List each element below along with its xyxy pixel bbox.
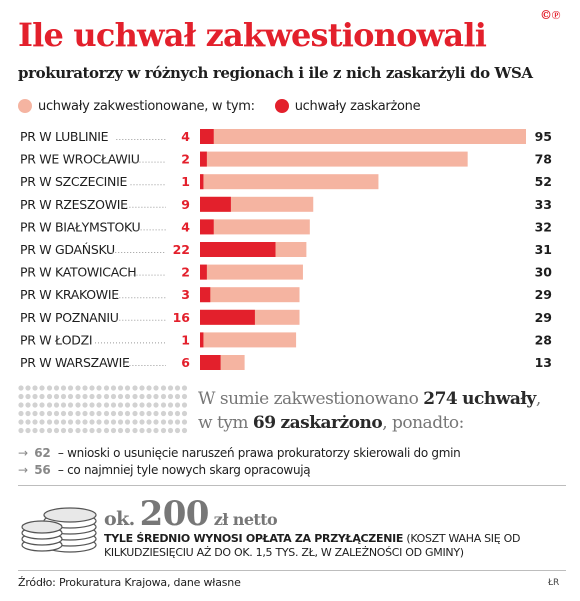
contested-value-label: 32 (535, 219, 552, 234)
appealed-value-label: 2 (181, 152, 190, 167)
contested-bar (200, 129, 526, 144)
contested-value-label: 29 (535, 310, 552, 325)
contested-value-label: 30 (535, 265, 553, 280)
appealed-value-label: 6 (181, 355, 190, 370)
fee-amount: ok. 200 zł netto (104, 494, 278, 534)
appealed-bar (200, 219, 214, 235)
category-label: PR W RZESZOWIE (20, 197, 128, 212)
category-label: PR W KATOWICACH (20, 265, 136, 280)
contested-value-label: 31 (535, 242, 552, 257)
category-label: PR W BIAŁYMSTOKU (20, 219, 141, 234)
appealed-bar (200, 332, 204, 348)
fact-number: 56 (34, 463, 51, 477)
legend-contested-swatch (18, 99, 32, 113)
category-label: PR W KRAKOWIE (20, 287, 119, 302)
coins-icon (21, 507, 97, 553)
contested-value-label: 28 (535, 332, 552, 347)
appealed-value-label: 9 (181, 197, 190, 212)
appealed-bar (200, 287, 211, 303)
summary-line1-prefix: W sumie zakwestionowano (198, 389, 419, 409)
divider (18, 485, 566, 486)
summary-contested-count: 274 (423, 389, 458, 409)
appealed-value-label: 22 (173, 242, 190, 257)
legend-appealed-swatch (274, 99, 289, 113)
category-label: PR W SZCZECINIE (20, 174, 127, 189)
contested-value-label: 52 (535, 174, 552, 189)
legend: uchwały zakwestionowane, w tym: uchwały … (18, 96, 421, 116)
contested-value-label: 78 (535, 152, 552, 167)
legend-appealed-label: uchwały zaskarżone (294, 98, 421, 114)
summary-appealed-word: zaskarżono (280, 413, 383, 433)
appealed-bar (200, 174, 204, 190)
category-label: PR W GDAŃSKU (20, 242, 115, 257)
contested-bar (200, 219, 310, 235)
summary-text: W sumie zakwestionowano 274 uchwały, w t… (198, 387, 570, 435)
category-label: PR W POZNANIU (20, 310, 119, 325)
appealed-value-label: 4 (181, 219, 190, 234)
category-label: PR W LUBLINIE (20, 129, 109, 144)
arrow-right-icon: → (18, 463, 28, 477)
appealed-value-label: 2 (181, 265, 190, 280)
fee-unit: zł netto (213, 510, 278, 529)
fee-rest-text: (KOSZT WAHA SIĘ OD KILKUDZIESIĘCIU AŻ DO… (104, 532, 521, 559)
category-label: PR W ŁODZI (20, 332, 92, 347)
bar-chart: PR W LUBLINIE 4 95 PR WE WROCŁAWIU 2 78 PR W S… (20, 129, 553, 370)
summary-line2-prefix: w tym (198, 413, 249, 433)
dots-decoration-icon (18, 385, 188, 434)
contested-value-label: 33 (535, 197, 552, 212)
copyright-mark: ©℗ (540, 8, 560, 22)
appealed-bar (200, 151, 207, 167)
contested-value-label: 95 (535, 129, 552, 144)
fact-number: 62 (34, 446, 51, 460)
arrow-right-icon: → (18, 446, 28, 460)
chart-title: Ile uchwał zakwestionowali (18, 16, 487, 54)
fact-text: – co najmniej tyle nowych skarg opracowu… (57, 463, 311, 477)
source-note: Źródło: Prokuratura Krajowa, dane własne (18, 576, 241, 589)
fact-item: → 56 – co najmniej tyle nowych skarg opr… (18, 463, 311, 477)
divider (18, 570, 566, 571)
appealed-value-label: 16 (173, 310, 191, 325)
appealed-value-label: 1 (181, 174, 190, 189)
appealed-bar (200, 242, 276, 257)
summary-line-1: W sumie zakwestionowano 274 uchwały, (198, 389, 541, 409)
fact-text: – wnioski o usunięcie naruszeń prawa pro… (57, 446, 461, 460)
contested-bar (200, 174, 379, 190)
appealed-value-label: 1 (181, 332, 190, 347)
summary-appealed-count: 69 (252, 413, 276, 433)
summary-line2-suffix: , ponadto: (382, 413, 464, 433)
category-label: PR W WARSZAWIE (20, 355, 130, 370)
appealed-bar (200, 309, 255, 325)
appealed-bar (200, 355, 221, 370)
legend-contested-label: uchwały zakwestionowane, w tym: (38, 98, 255, 114)
fee-prefix: ok. (104, 508, 135, 530)
author-initials: ŁR (548, 578, 560, 588)
chart-subtitle: prokuratorzy w różnych regionach i ile z… (18, 64, 533, 82)
fee-description: TYLE ŚREDNIO WYNOSI OPŁATA ZA PRZYŁĄCZEN… (104, 532, 572, 560)
appealed-value-label: 3 (181, 287, 190, 302)
contested-bar (200, 287, 300, 303)
appealed-bar (200, 129, 214, 144)
appealed-bar (200, 264, 207, 280)
appealed-bar (200, 196, 231, 212)
fee-bold-text: TYLE ŚREDNIO WYNOSI OPŁATA ZA PRZYŁĄCZEN… (104, 532, 404, 545)
contested-bar (200, 151, 468, 167)
contested-bar (200, 264, 303, 280)
contested-value-label: 29 (535, 287, 552, 302)
contested-value-label: 13 (535, 355, 552, 370)
category-label: PR WE WROCŁAWIU (20, 152, 140, 167)
summary-contested-word: uchwały (462, 389, 536, 409)
appealed-value-label: 4 (181, 129, 190, 144)
fee-number: 200 (139, 494, 210, 534)
summary-line-2: w tym 69 zaskarżono, ponadto: (198, 411, 570, 435)
fact-item: → 62 – wnioski o usunięcie naruszeń praw… (18, 446, 461, 460)
contested-bar (200, 332, 297, 348)
